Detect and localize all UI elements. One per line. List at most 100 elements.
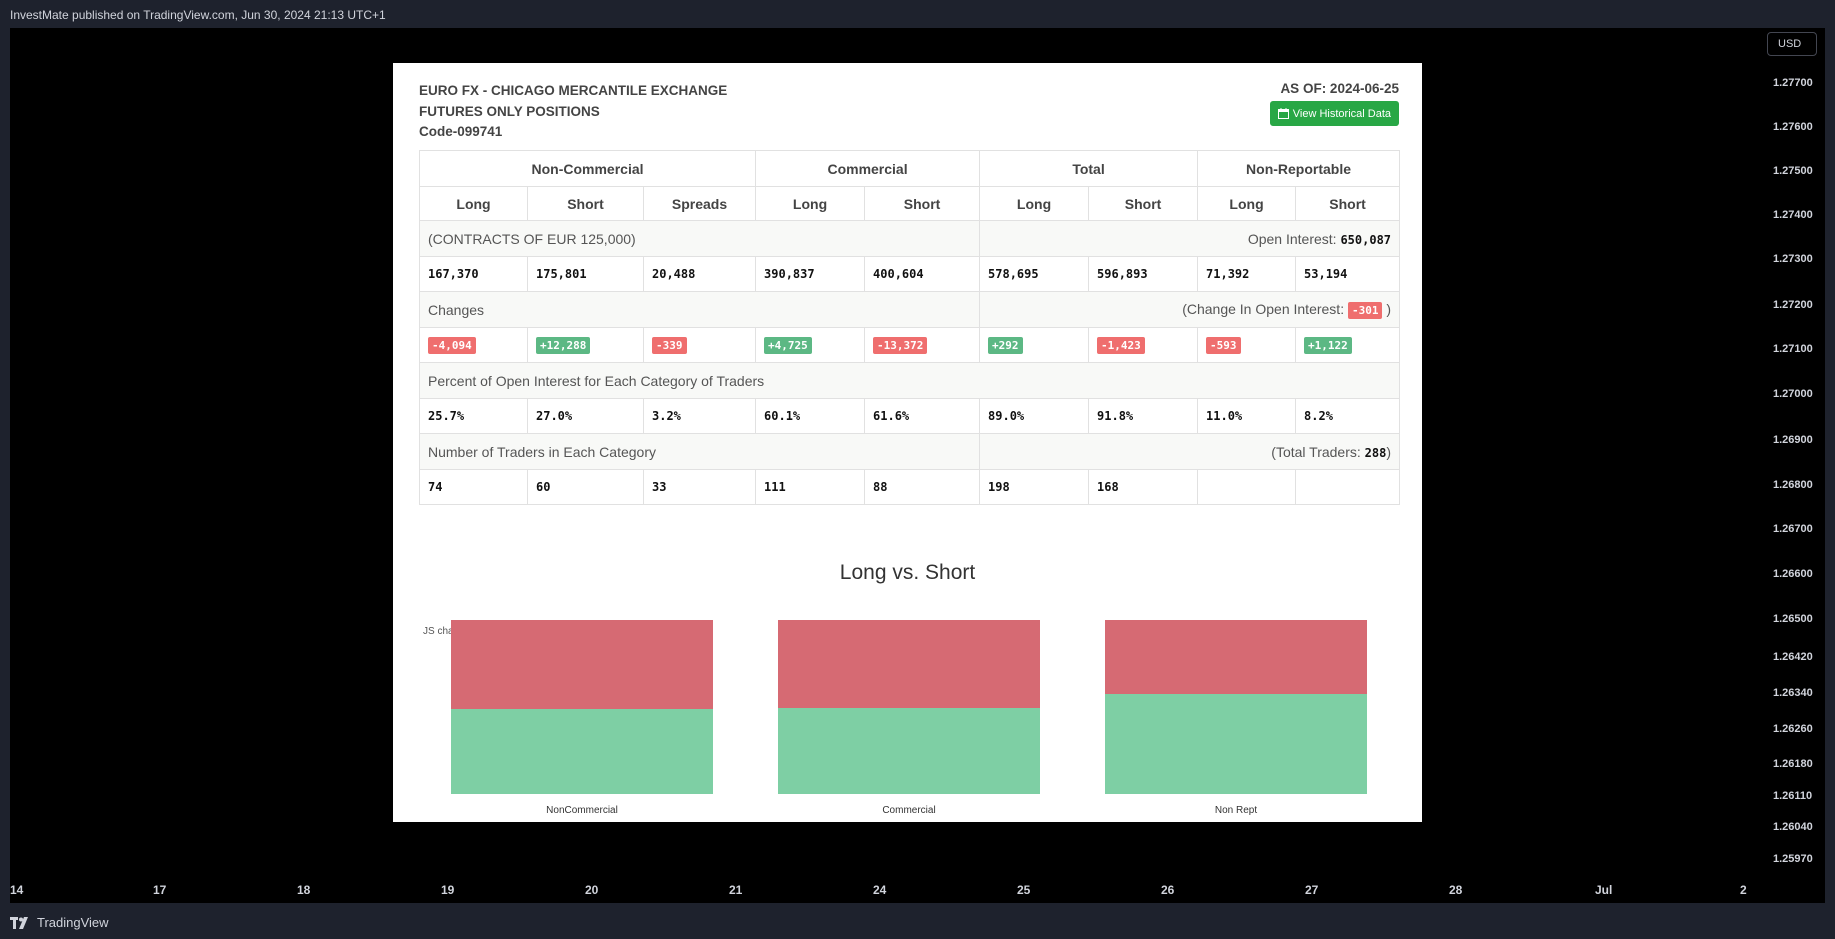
total-traders-label: (Total Traders: <box>1271 443 1361 460</box>
column-header: Long <box>419 186 528 221</box>
time-label: 14 <box>10 883 24 897</box>
bar-segment-short[interactable] <box>451 620 713 709</box>
price-label: 1.26110 <box>1773 790 1813 802</box>
change-badge: -339 <box>652 336 687 354</box>
traders-cell: 74 <box>419 469 528 505</box>
time-label: 2 <box>1740 883 1747 897</box>
percent-cell: 60.1% <box>755 398 866 434</box>
traders-row: 74 60 33 111 88 198 168 <box>419 469 1401 505</box>
column-header: Spreads <box>642 186 757 221</box>
tradingview-logo-text: TradingView <box>37 915 109 930</box>
column-header: Short <box>1295 186 1401 221</box>
change-badge: -593 <box>1206 336 1241 354</box>
category-label: NonCommercial <box>546 805 618 816</box>
tradingview-logo-icon <box>10 916 28 929</box>
price-label: 1.26180 <box>1773 758 1813 770</box>
report-code: Code-099741 <box>419 124 503 139</box>
column-header-row: Long Short Spreads Long Short Long Short… <box>419 186 1401 221</box>
position-cell: 390,837 <box>755 256 866 292</box>
price-label: 1.27300 <box>1773 253 1813 265</box>
column-header: Short <box>864 186 981 221</box>
bar-segment-long[interactable] <box>778 708 1040 794</box>
change-cell: -339 <box>642 327 757 363</box>
chart-title: Long vs. Short <box>839 561 976 584</box>
price-label: 1.27200 <box>1773 299 1813 311</box>
group-header: Non-Commercial <box>418 150 757 187</box>
traders-label-row: Number of Traders in Each Category (Tota… <box>418 433 1401 470</box>
bar-segment-short[interactable] <box>778 620 1040 708</box>
price-label: 1.27100 <box>1773 343 1813 355</box>
price-label: 1.26700 <box>1773 523 1813 535</box>
percent-label: Percent of Open Interest for Each Catego… <box>418 362 1401 399</box>
position-cell: 53,194 <box>1295 256 1401 292</box>
price-label: 1.27400 <box>1773 209 1813 221</box>
price-label: 1.26040 <box>1773 821 1813 833</box>
report-header: EURO FX - CHICAGO MERCANTILE EXCHANGE FU… <box>419 81 727 143</box>
column-header: Short <box>527 186 644 221</box>
price-label: 1.27700 <box>1773 77 1813 89</box>
group-header-row: Non-Commercial Commercial Total Non-Repo… <box>418 150 1401 187</box>
change-cell: +292 <box>979 327 1090 363</box>
open-interest: Open Interest: 650,087 <box>979 220 1401 257</box>
time-label: 27 <box>1305 883 1319 897</box>
report-title: EURO FX - CHICAGO MERCANTILE EXCHANGE <box>419 83 728 98</box>
time-label: 25 <box>1017 883 1031 897</box>
column-header: Long <box>755 186 866 221</box>
calendar-icon <box>1277 108 1289 119</box>
time-axis[interactable]: 14 17 18 19 20 21 24 25 26 27 28 Jul 2 <box>10 871 1825 903</box>
price-label: 1.26340 <box>1773 687 1813 699</box>
position-cell: 71,392 <box>1197 256 1297 292</box>
time-label: 18 <box>297 883 311 897</box>
change-cell: -1,423 <box>1088 327 1199 363</box>
position-cell: 400,604 <box>864 256 981 292</box>
traders-label: Number of Traders in Each Category <box>418 433 981 470</box>
percent-cell: 8.2% <box>1295 398 1401 434</box>
total-traders-close: ) <box>1386 443 1392 460</box>
percent-cell: 91.8% <box>1088 398 1199 434</box>
time-label: 24 <box>873 883 887 897</box>
change-cell: +1,122 <box>1295 327 1401 363</box>
change-cell: -13,372 <box>864 327 981 363</box>
traders-cell <box>1295 469 1401 505</box>
cot-table: Non-Commercial Commercial Total Non-Repo… <box>418 150 1401 505</box>
change-badge: -1,423 <box>1097 336 1145 354</box>
total-traders-value: 288 <box>1364 445 1387 460</box>
positions-row: 167,370 175,801 20,488 390,837 400,604 5… <box>419 256 1401 292</box>
change-badge: -13,372 <box>873 336 928 354</box>
position-cell: 596,893 <box>1088 256 1199 292</box>
change-badge: -4,094 <box>428 336 476 354</box>
category-label: Non Rept <box>1214 805 1258 816</box>
bar-commercial[interactable] <box>778 620 1040 794</box>
position-cell: 175,801 <box>527 256 644 292</box>
price-scale[interactable] <box>1758 28 1825 871</box>
price-label: 1.26900 <box>1773 434 1813 446</box>
price-label: 1.25970 <box>1773 853 1813 865</box>
change-badge: +292 <box>988 336 1023 354</box>
change-cell: -4,094 <box>419 327 528 363</box>
change-badge: +1,122 <box>1304 336 1352 354</box>
price-label: 1.26260 <box>1773 723 1813 735</box>
change-oi-close: ) <box>1386 300 1392 317</box>
time-label: 20 <box>585 883 599 897</box>
change-in-open-interest: (Change In Open Interest: -301 ) <box>979 291 1401 328</box>
column-header: Short <box>1088 186 1199 221</box>
published-info: InvestMate published on TradingView.com,… <box>10 8 386 22</box>
change-oi-badge: -301 <box>1347 301 1383 319</box>
time-label: 26 <box>1161 883 1175 897</box>
traders-cell: 168 <box>1088 469 1199 505</box>
footer-bar: TradingView <box>0 903 1835 939</box>
price-label: 1.26800 <box>1773 479 1813 491</box>
bar-segment-long[interactable] <box>451 709 713 794</box>
percent-cell: 27.0% <box>527 398 644 434</box>
currency-button[interactable]: USD <box>1767 32 1817 56</box>
change-oi-label: (Change In Open Interest: <box>1182 300 1345 317</box>
bar-noncommercial[interactable] <box>451 620 713 794</box>
bar-segment-short[interactable] <box>1105 620 1367 694</box>
view-historical-data-button[interactable]: View Historical Data <box>1269 101 1399 126</box>
tradingview-logo[interactable]: TradingView <box>10 915 109 930</box>
bar-segment-long[interactable] <box>1105 694 1367 794</box>
bar-non-rept[interactable] <box>1105 620 1367 794</box>
percent-cell: 3.2% <box>642 398 757 434</box>
column-header: Long <box>979 186 1090 221</box>
contracts-note: (CONTRACTS OF EUR 125,000) <box>418 220 981 257</box>
